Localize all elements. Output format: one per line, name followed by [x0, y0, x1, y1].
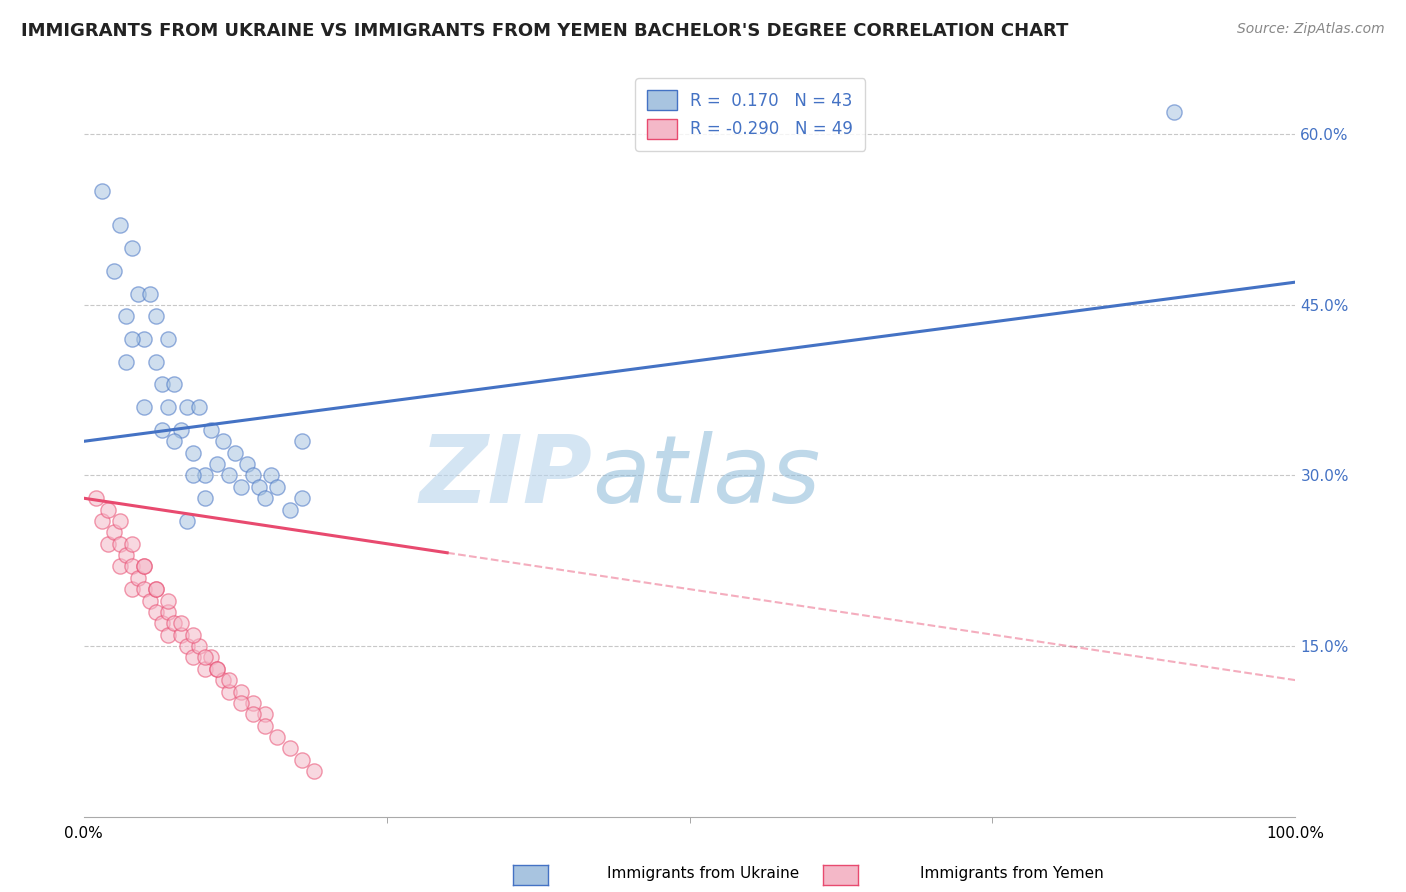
Point: [278, 741, 301, 756]
Point: [127, 286, 149, 301]
Point: [121, 537, 143, 551]
Point: [187, 639, 209, 653]
Point: [194, 468, 217, 483]
Point: [205, 662, 228, 676]
Point: [181, 650, 204, 665]
Point: [212, 673, 235, 687]
Point: [157, 401, 180, 415]
Point: [218, 673, 240, 687]
Point: [169, 423, 191, 437]
Point: [121, 559, 143, 574]
Point: [157, 627, 180, 641]
Point: [236, 457, 259, 471]
Point: [90, 184, 112, 198]
Point: [302, 764, 325, 778]
Point: [150, 423, 173, 437]
Point: [247, 480, 270, 494]
Point: [145, 582, 167, 596]
Point: [134, 582, 156, 596]
Point: [108, 537, 131, 551]
Point: [103, 525, 125, 540]
Point: [205, 662, 228, 676]
Point: [1163, 104, 1185, 119]
Point: [194, 662, 217, 676]
Point: [139, 286, 162, 301]
Point: [134, 559, 156, 574]
Point: [157, 593, 180, 607]
Point: [229, 684, 252, 698]
Point: [115, 355, 138, 369]
Point: [134, 559, 156, 574]
Point: [224, 446, 246, 460]
Text: atlas: atlas: [592, 431, 821, 522]
Point: [157, 332, 180, 346]
Point: [200, 423, 222, 437]
Text: Immigrants from Yemen: Immigrants from Yemen: [921, 866, 1104, 881]
Point: [176, 514, 198, 528]
Point: [218, 468, 240, 483]
Point: [266, 730, 288, 744]
Point: [115, 548, 138, 562]
Point: [169, 627, 191, 641]
Text: Immigrants from Ukraine: Immigrants from Ukraine: [607, 866, 799, 881]
Point: [97, 502, 120, 516]
Point: [266, 480, 288, 494]
Text: ZIP: ZIP: [420, 431, 592, 523]
Point: [194, 650, 217, 665]
Text: IMMIGRANTS FROM UKRAINE VS IMMIGRANTS FROM YEMEN BACHELOR'S DEGREE CORRELATION C: IMMIGRANTS FROM UKRAINE VS IMMIGRANTS FR…: [21, 22, 1069, 40]
Point: [163, 434, 186, 449]
Point: [187, 401, 209, 415]
Point: [181, 446, 204, 460]
Point: [108, 559, 131, 574]
Text: Source: ZipAtlas.com: Source: ZipAtlas.com: [1237, 22, 1385, 37]
Point: [229, 696, 252, 710]
Point: [291, 753, 314, 767]
Point: [134, 401, 156, 415]
Point: [121, 332, 143, 346]
Point: [90, 514, 112, 528]
Point: [200, 650, 222, 665]
Point: [108, 514, 131, 528]
Point: [157, 605, 180, 619]
Point: [150, 377, 173, 392]
Point: [254, 491, 277, 506]
Point: [163, 616, 186, 631]
Point: [291, 434, 314, 449]
Point: [150, 616, 173, 631]
Point: [108, 219, 131, 233]
Legend: R =  0.170   N = 43, R = -0.290   N = 49: R = 0.170 N = 43, R = -0.290 N = 49: [636, 78, 865, 151]
Point: [229, 480, 252, 494]
Point: [121, 582, 143, 596]
Point: [127, 571, 149, 585]
Point: [84, 491, 107, 506]
Point: [278, 502, 301, 516]
Point: [260, 468, 283, 483]
Point: [212, 434, 235, 449]
Point: [242, 707, 264, 722]
Point: [181, 468, 204, 483]
Point: [97, 537, 120, 551]
Point: [139, 593, 162, 607]
Point: [145, 605, 167, 619]
Point: [103, 264, 125, 278]
Point: [242, 696, 264, 710]
Point: [291, 491, 314, 506]
Point: [176, 401, 198, 415]
Point: [254, 718, 277, 732]
Point: [145, 582, 167, 596]
Point: [218, 684, 240, 698]
Point: [242, 468, 264, 483]
Point: [169, 616, 191, 631]
Point: [134, 332, 156, 346]
Point: [115, 310, 138, 324]
Point: [176, 639, 198, 653]
Point: [205, 457, 228, 471]
Point: [181, 627, 204, 641]
Point: [254, 707, 277, 722]
Point: [145, 355, 167, 369]
Point: [121, 241, 143, 255]
Point: [145, 310, 167, 324]
Point: [194, 491, 217, 506]
Point: [163, 377, 186, 392]
